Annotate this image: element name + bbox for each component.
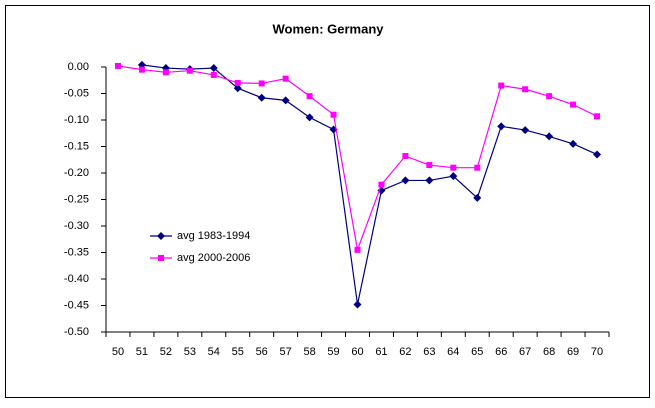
x-tick-label: 70 bbox=[591, 346, 603, 358]
marker bbox=[330, 111, 337, 118]
marker bbox=[210, 71, 217, 78]
x-tick-label: 65 bbox=[471, 346, 483, 358]
marker bbox=[473, 193, 482, 202]
marker bbox=[449, 172, 458, 181]
x-tick-label: 56 bbox=[256, 346, 268, 358]
chart-border bbox=[5, 5, 650, 398]
x-tick-label: 59 bbox=[327, 346, 339, 358]
legend-marker bbox=[157, 232, 165, 240]
marker bbox=[426, 162, 433, 169]
legend-marker bbox=[158, 255, 164, 261]
x-tick-label: 62 bbox=[399, 346, 411, 358]
marker bbox=[521, 126, 530, 135]
marker bbox=[401, 176, 410, 185]
x-tick-label: 58 bbox=[303, 346, 315, 358]
marker bbox=[474, 164, 481, 171]
y-tick-label: -0.05 bbox=[64, 87, 89, 99]
marker bbox=[570, 101, 577, 108]
y-tick-label: -0.10 bbox=[64, 114, 89, 126]
y-tick-label: -0.20 bbox=[64, 167, 89, 179]
x-tick-label: 67 bbox=[519, 346, 531, 358]
marker bbox=[378, 181, 385, 188]
marker bbox=[258, 80, 265, 87]
marker bbox=[306, 93, 313, 100]
marker bbox=[114, 62, 121, 69]
y-tick-label: -0.35 bbox=[64, 246, 89, 258]
x-tick-label: 64 bbox=[447, 346, 459, 358]
chart-title: Women: Germany bbox=[272, 21, 384, 36]
x-tick-label: 50 bbox=[112, 346, 124, 358]
y-tick-label: -0.15 bbox=[64, 140, 89, 152]
x-tick-label: 54 bbox=[208, 346, 220, 358]
marker bbox=[353, 300, 362, 309]
x-tick-label: 52 bbox=[160, 346, 172, 358]
marker bbox=[569, 139, 578, 148]
x-tick-label: 57 bbox=[280, 346, 292, 358]
marker bbox=[425, 176, 434, 185]
marker bbox=[498, 82, 505, 89]
y-tick-label: 0.00 bbox=[68, 61, 89, 73]
legend-label: avg 2000-2006 bbox=[177, 252, 250, 264]
legend-label: avg 1983-1994 bbox=[177, 230, 250, 242]
marker bbox=[138, 66, 145, 73]
marker bbox=[281, 96, 290, 105]
marker bbox=[593, 150, 602, 159]
marker bbox=[282, 75, 289, 82]
marker bbox=[402, 153, 409, 160]
marker bbox=[186, 67, 193, 74]
x-tick-label: 66 bbox=[495, 346, 507, 358]
x-tick-label: 63 bbox=[423, 346, 435, 358]
marker bbox=[354, 246, 361, 253]
x-tick-label: 61 bbox=[375, 346, 387, 358]
marker bbox=[162, 69, 169, 76]
marker bbox=[209, 64, 218, 73]
y-tick-label: -0.40 bbox=[64, 273, 89, 285]
marker bbox=[522, 86, 529, 93]
marker bbox=[234, 79, 241, 86]
series-line bbox=[141, 64, 598, 305]
x-tick-label: 55 bbox=[232, 346, 244, 358]
marker bbox=[545, 132, 554, 141]
marker bbox=[546, 93, 553, 100]
y-tick-label: -0.25 bbox=[64, 193, 89, 205]
marker bbox=[497, 122, 506, 131]
marker bbox=[594, 113, 601, 120]
x-tick-label: 68 bbox=[543, 346, 555, 358]
x-tick-label: 69 bbox=[567, 346, 579, 358]
x-tick-label: 60 bbox=[351, 346, 363, 358]
y-tick-label: -0.50 bbox=[64, 326, 89, 338]
x-tick-label: 53 bbox=[184, 346, 196, 358]
marker bbox=[450, 164, 457, 171]
y-tick-label: -0.45 bbox=[64, 299, 89, 311]
marker bbox=[233, 84, 242, 93]
marker bbox=[257, 93, 266, 102]
marker bbox=[305, 113, 314, 122]
x-tick-label: 51 bbox=[136, 346, 148, 358]
y-tick-label: -0.30 bbox=[64, 220, 89, 232]
